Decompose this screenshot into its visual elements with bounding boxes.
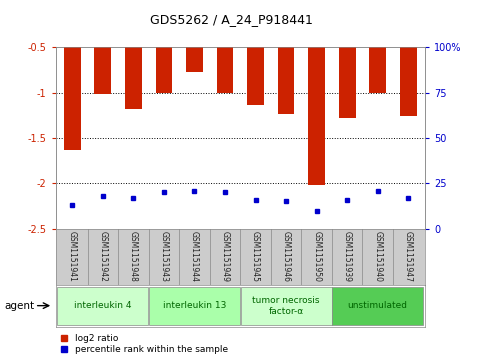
Legend: log2 ratio, percentile rank within the sample: log2 ratio, percentile rank within the s… <box>60 333 228 355</box>
Text: GDS5262 / A_24_P918441: GDS5262 / A_24_P918441 <box>150 13 313 26</box>
Bar <box>149 287 240 325</box>
Text: interleukin 13: interleukin 13 <box>163 301 226 310</box>
Bar <box>217 47 233 93</box>
Text: GSM1151950: GSM1151950 <box>312 231 321 282</box>
Bar <box>95 47 111 94</box>
Bar <box>186 47 203 72</box>
Text: GSM1151941: GSM1151941 <box>68 231 77 282</box>
Bar <box>247 47 264 105</box>
Text: GSM1151939: GSM1151939 <box>342 231 352 282</box>
Text: agent: agent <box>5 301 35 311</box>
Text: GSM1151945: GSM1151945 <box>251 231 260 282</box>
Text: GSM1151948: GSM1151948 <box>129 231 138 282</box>
Text: GSM1151943: GSM1151943 <box>159 231 169 282</box>
Text: GSM1151942: GSM1151942 <box>99 231 107 282</box>
Bar <box>278 47 295 114</box>
Text: GSM1151946: GSM1151946 <box>282 231 291 282</box>
Bar <box>156 47 172 93</box>
Text: tumor necrosis
factor-α: tumor necrosis factor-α <box>252 296 320 315</box>
Text: interleukin 4: interleukin 4 <box>74 301 132 310</box>
Text: GSM1151947: GSM1151947 <box>404 231 413 282</box>
Bar <box>332 287 423 325</box>
Bar <box>64 47 81 150</box>
Bar <box>241 287 332 325</box>
Bar <box>57 287 148 325</box>
Text: GSM1151944: GSM1151944 <box>190 231 199 282</box>
Text: unstimulated: unstimulated <box>348 301 408 310</box>
Text: GSM1151949: GSM1151949 <box>221 231 229 282</box>
Bar <box>369 47 386 93</box>
Bar <box>400 47 417 116</box>
Bar <box>308 47 325 185</box>
Bar <box>125 47 142 109</box>
Text: GSM1151940: GSM1151940 <box>373 231 382 282</box>
Bar <box>339 47 355 118</box>
